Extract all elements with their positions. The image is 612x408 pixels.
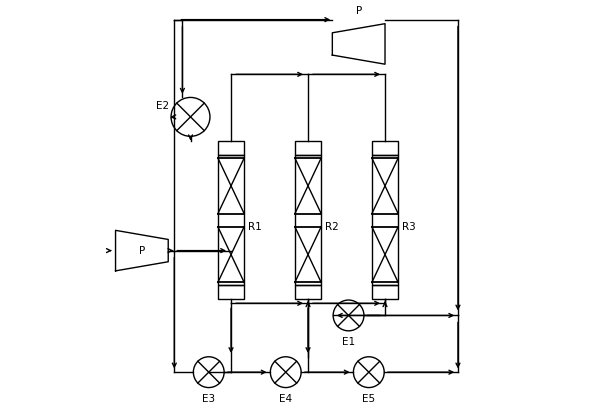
Text: E4: E4 [279,394,293,404]
Text: E1: E1 [342,337,355,347]
Bar [372,155,398,285]
Text: P: P [139,246,145,255]
Bar [218,155,244,285]
Text: E3: E3 [202,394,215,404]
Bar [295,285,321,299]
Text: R3: R3 [402,222,416,232]
Bar [372,141,398,155]
Bar [218,285,244,299]
Text: R2: R2 [325,222,339,232]
Bar [218,141,244,155]
Bar [295,141,321,155]
Text: P: P [356,6,362,16]
Text: R1: R1 [248,222,262,232]
Bar [372,285,398,299]
Bar [295,155,321,285]
Text: E5: E5 [362,394,375,404]
Text: E2: E2 [156,101,169,111]
